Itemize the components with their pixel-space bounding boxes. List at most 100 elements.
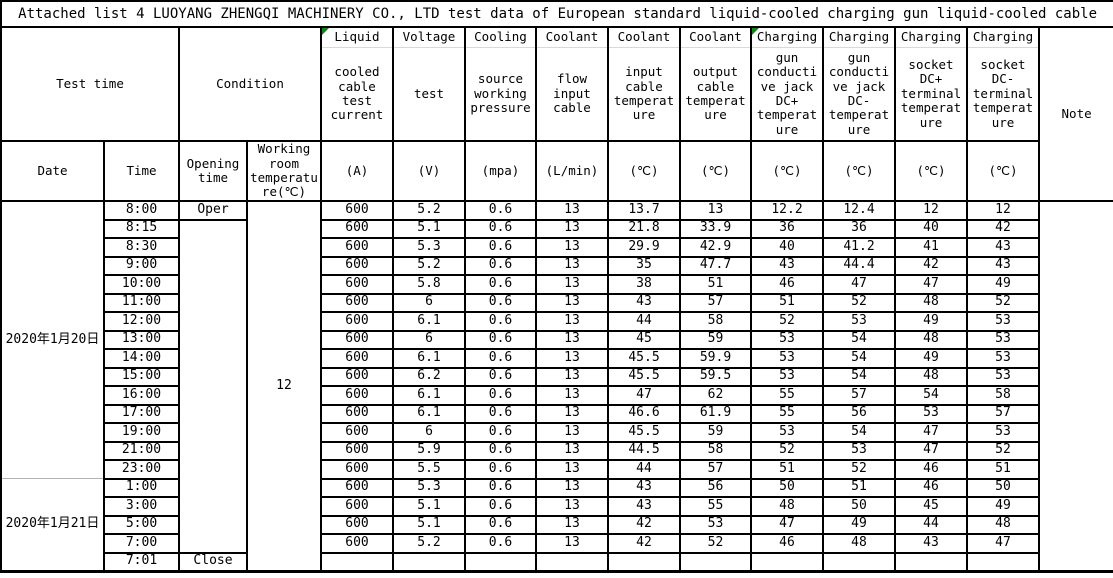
value-cell: 53: [750, 329, 824, 350]
value-cell: 48: [894, 292, 968, 313]
value-cell: 42: [607, 533, 681, 554]
value-cell: 55: [750, 385, 824, 406]
value-cell: 49: [966, 274, 1040, 295]
value-cell: 13: [535, 292, 609, 313]
value-cell: 13: [535, 274, 609, 295]
value-cell: 5.1: [392, 218, 466, 239]
header-charging-gun-jack-dc-plus-temperature: Charging gun conductive jack DC+ temperat…: [750, 26, 824, 142]
value-cell: 0.6: [464, 366, 537, 387]
value-cell: 0.6: [464, 292, 537, 313]
value-cell: 52: [750, 311, 824, 332]
page-title: Attached list 4 LUOYANG ZHENGQI MACHINER…: [0, 0, 1113, 28]
value-cell: 12: [894, 200, 968, 221]
value-cell: 59: [679, 329, 752, 350]
value-cell: 58: [679, 311, 752, 332]
value-cell: 59.5: [679, 366, 752, 387]
value-cell: 47: [894, 440, 968, 461]
value-cell: 5.3: [392, 237, 466, 258]
value-cell: 13: [535, 459, 609, 480]
value-cell: 55: [679, 496, 752, 517]
value-cell: 54: [894, 385, 968, 406]
value-cell: 0.6: [464, 237, 537, 258]
time-cell: 21:00: [103, 440, 180, 461]
value-cell: 47: [822, 274, 896, 295]
value-cell: 52: [679, 533, 752, 554]
value-cell: 0.6: [464, 218, 537, 239]
value-cell: 600: [320, 348, 394, 369]
value-cell: 5.1: [392, 514, 466, 535]
time-cell: 16:00: [103, 385, 180, 406]
value-cell: 33.9: [679, 218, 752, 239]
header-time: Time: [103, 140, 180, 202]
table-row: 15:00 600 6.2 0.6 13 45.5 59.5 53 54 48 …: [1, 366, 1113, 387]
value-cell: 600: [320, 274, 394, 295]
header-cooling-source-working-pressure: Cooling source working pressure: [464, 26, 537, 142]
header-opening-time: Opening time: [178, 140, 248, 202]
header-coolant-flow-input-cable: Coolant flow input cable: [535, 26, 609, 142]
table-row: 7:01 Close: [1, 551, 1113, 573]
value-cell: 36: [822, 218, 896, 239]
value-cell: 51: [966, 459, 1040, 480]
value-cell: 54: [822, 348, 896, 369]
value-cell: 600: [320, 422, 394, 443]
value-cell: 600: [320, 366, 394, 387]
value-cell: 13: [679, 200, 752, 221]
unit-temp-3: (℃): [750, 140, 824, 202]
value-cell: 12: [966, 200, 1040, 221]
value-cell: 44: [607, 311, 681, 332]
unit-temp-6: (℃): [966, 140, 1040, 202]
header-charging-socket-dc-plus-terminal-temperature: Charging socket DC+ terminal temperature: [894, 26, 968, 142]
unit-temp-1: (℃): [607, 140, 681, 202]
value-cell: 41.2: [822, 237, 896, 258]
excel-error-indicator-icon: [753, 29, 759, 35]
value-cell: 43: [750, 255, 824, 276]
value-cell: 45.5: [607, 348, 681, 369]
value-cell: 45: [607, 329, 681, 350]
value-cell: 13: [535, 496, 609, 517]
date-cell: 2020年1月20日: [0, 200, 105, 479]
value-cell: 53: [679, 514, 752, 535]
value-cell: 44.4: [822, 255, 896, 276]
value-cell: 13: [535, 255, 609, 276]
unit-temp-4: (℃): [822, 140, 896, 202]
value-cell: 5.2: [392, 255, 466, 276]
time-cell: 11:00: [103, 292, 180, 313]
unit-temp-5: (℃): [894, 140, 968, 202]
value-cell: 41: [894, 237, 968, 258]
value-cell: 53: [894, 403, 968, 424]
value-cell: 58: [679, 440, 752, 461]
value-cell: 13: [535, 311, 609, 332]
value-cell: 47: [607, 385, 681, 406]
value-cell: 600: [320, 440, 394, 461]
unit-pressure: (mpa): [464, 140, 537, 202]
value-cell: 53: [822, 440, 896, 461]
time-cell: 7:00: [103, 533, 180, 554]
unit-voltage: (V): [392, 140, 466, 202]
unit-flow: (L/min): [535, 140, 609, 202]
value-cell: 53: [822, 311, 896, 332]
value-cell: 0.6: [464, 200, 537, 221]
value-cell: 43: [607, 477, 681, 498]
value-cell: 44.5: [607, 440, 681, 461]
value-cell: 53: [750, 422, 824, 443]
time-cell: 9:00: [103, 255, 180, 276]
table-row: 10:00 600 5.8 0.6 13 38 51 46 47 47 49: [1, 274, 1113, 295]
value-cell: 46: [750, 533, 824, 554]
excel-error-indicator-icon: [323, 29, 329, 35]
table-row: 14:00 600 6.1 0.6 13 45.5 59.9 53 54 49 …: [1, 348, 1113, 369]
value-cell: 47: [966, 533, 1040, 554]
empty-cell: [535, 551, 609, 573]
table-row: 5:00 600 5.1 0.6 13 42 53 47 49 44 48: [1, 514, 1113, 535]
value-cell: 5.3: [392, 477, 466, 498]
empty-cell: [750, 551, 824, 573]
time-cell: 10:00: [103, 274, 180, 295]
value-cell: 52: [750, 440, 824, 461]
value-cell: 13.7: [607, 200, 681, 221]
table-row: 2020年1月21日 1:00 600 5.3 0.6 13 43 56 50 …: [0, 477, 1113, 573]
table-row: 12:00 600 6.1 0.6 13 44 58 52 53 49 53: [1, 311, 1113, 332]
opening-close-cell: Close: [178, 551, 248, 573]
time-cell: 12:00: [103, 311, 180, 332]
time-cell: 17:00: [103, 403, 180, 424]
time-cell: 8:00: [103, 200, 180, 221]
table-row: 19:00 600 6 0.6 13 45.5 59 53 54 47 53: [1, 422, 1113, 443]
